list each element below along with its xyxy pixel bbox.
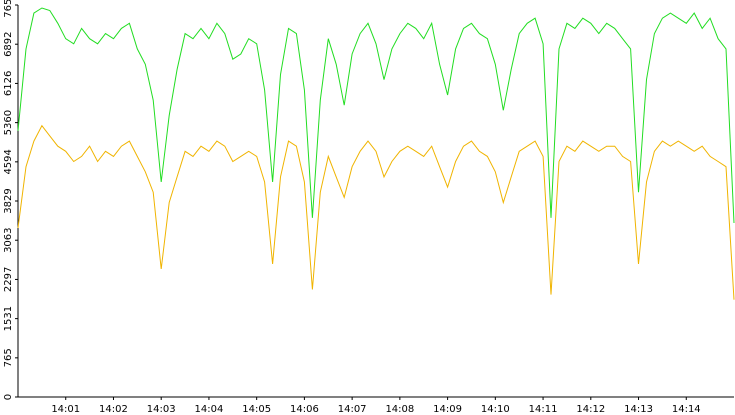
x-tick-label: 14:01 <box>51 404 80 415</box>
x-tick-label: 14:07 <box>338 404 367 415</box>
x-tick-label: 14:08 <box>385 404 414 415</box>
x-tick-label: 14:06 <box>290 404 319 415</box>
x-tick-label: 14:14 <box>672 404 701 415</box>
x-tick-label: 14:11 <box>529 404 558 415</box>
y-tick-label: 7658 <box>3 0 14 18</box>
x-tick-label: 14:04 <box>195 404 224 415</box>
x-tick-label: 14:03 <box>147 404 176 415</box>
y-tick-label: 3063 <box>3 227 14 252</box>
x-tick-label: 14:12 <box>576 404 605 415</box>
y-tick-label: 765 <box>3 348 14 367</box>
x-tick-label: 14:02 <box>99 404 128 415</box>
series-line <box>17 124 735 300</box>
y-tick-label: 5360 <box>3 110 14 135</box>
y-tick-label: 6126 <box>3 71 14 96</box>
y-tick-label: 4594 <box>3 149 14 174</box>
x-tick-label: 14:13 <box>624 404 653 415</box>
y-tick-label: 1531 <box>3 306 14 331</box>
series-line <box>17 7 735 224</box>
y-tick-label: 2297 <box>3 267 14 292</box>
y-tick-label: 6892 <box>3 31 14 56</box>
y-tick-label: 0 <box>3 394 14 400</box>
y-tick-label: 3829 <box>3 188 14 213</box>
x-tick-label: 14:10 <box>481 404 510 415</box>
x-tick-label: 14:05 <box>242 404 271 415</box>
x-tick-label: 14:09 <box>433 404 462 415</box>
